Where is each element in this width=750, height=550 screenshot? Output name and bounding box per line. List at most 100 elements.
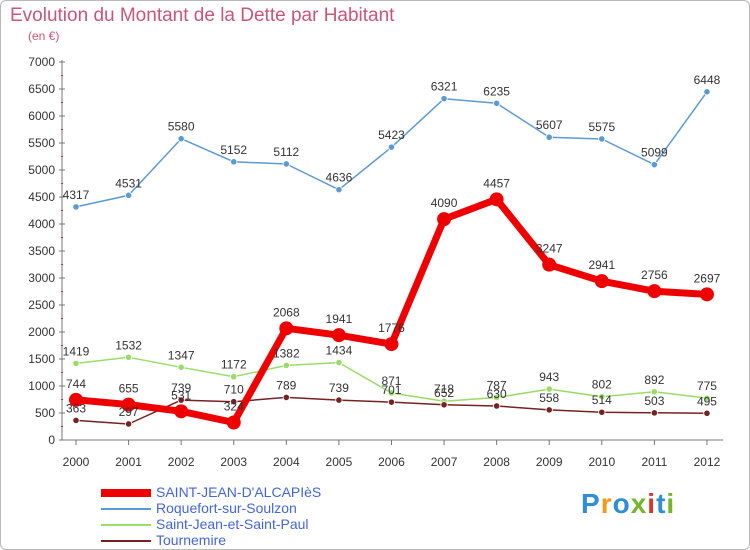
- y-tick-label: 1000: [28, 379, 55, 393]
- data-label: 718: [434, 382, 454, 396]
- y-tick-label: 4500: [28, 190, 55, 204]
- y-tick-label: 6000: [28, 109, 55, 123]
- y-tick-label: 2500: [28, 298, 55, 312]
- data-point: [493, 99, 501, 107]
- data-label: 6321: [431, 80, 458, 94]
- data-label: 5099: [641, 146, 668, 160]
- data-point: [69, 392, 83, 407]
- data-label: 5423: [378, 128, 405, 142]
- x-tick-label: 2005: [326, 455, 353, 469]
- data-point: [598, 408, 606, 416]
- data-point: [437, 212, 452, 227]
- data-point: [493, 402, 501, 410]
- data-label: 495: [697, 394, 717, 408]
- x-tick-label: 2008: [483, 455, 510, 469]
- data-point: [177, 135, 185, 143]
- y-tick-label: 6500: [28, 82, 55, 96]
- x-tick-label: 2012: [694, 455, 721, 469]
- data-label: 1382: [273, 346, 300, 360]
- data-point: [279, 321, 294, 336]
- data-point: [331, 328, 346, 343]
- y-tick-label: 2000: [28, 325, 55, 339]
- data-point: [226, 415, 241, 430]
- data-label: 4317: [63, 188, 90, 202]
- data-label: 363: [66, 401, 86, 415]
- y-tick-label: 5500: [28, 136, 55, 150]
- data-point: [72, 359, 80, 367]
- data-label: 871: [381, 374, 401, 388]
- data-label: 652: [434, 386, 454, 400]
- data-label: 1419: [63, 344, 90, 358]
- data-label: 1434: [326, 344, 353, 358]
- data-label: 1532: [115, 338, 142, 352]
- data-label: 2756: [641, 268, 668, 282]
- data-point: [335, 396, 343, 404]
- data-point: [545, 385, 553, 393]
- x-tick-label: 2001: [115, 455, 142, 469]
- data-point: [384, 337, 399, 352]
- data-label: 1941: [326, 312, 353, 326]
- data-point: [703, 88, 711, 96]
- data-label: 6448: [694, 73, 721, 87]
- data-point: [387, 398, 396, 406]
- data-point: [440, 401, 448, 409]
- data-label: 5152: [220, 143, 247, 157]
- data-label: 558: [539, 391, 559, 405]
- data-label: 943: [539, 370, 559, 384]
- x-tick-label: 2011: [641, 455, 667, 469]
- data-point: [230, 398, 238, 406]
- data-point: [489, 192, 504, 207]
- data-point: [598, 135, 606, 143]
- x-tick-label: 2007: [431, 455, 458, 469]
- data-label: 4457: [483, 176, 510, 190]
- data-point: [703, 394, 711, 402]
- data-point: [177, 396, 185, 404]
- data-label: 744: [66, 377, 86, 391]
- data-point: [230, 158, 238, 166]
- y-tick-label: 4000: [28, 217, 55, 231]
- data-label: 3247: [536, 242, 563, 256]
- series-points: [69, 88, 714, 430]
- y-tick-label: 3500: [28, 244, 55, 258]
- data-label: 701: [381, 383, 401, 397]
- y-tick-label: 3000: [28, 271, 55, 285]
- legend-swatch: [101, 540, 151, 542]
- data-point: [124, 420, 133, 428]
- data-label: 630: [487, 387, 507, 401]
- data-label: 5112: [273, 145, 299, 159]
- y-tick-label: 500: [35, 406, 55, 420]
- legend-label: Saint-Jean-et-Saint-Paul: [156, 516, 309, 532]
- data-point: [174, 404, 189, 419]
- data-label: 5580: [168, 120, 195, 134]
- data-point: [647, 284, 662, 299]
- x-tick-label: 2004: [273, 455, 300, 469]
- data-point: [387, 143, 396, 151]
- chart-title: Evolution du Montant de la Dette par Hab…: [10, 5, 395, 26]
- y-tick-label: 1500: [28, 352, 55, 366]
- legend-swatch: [101, 524, 151, 526]
- data-label: 4090: [431, 196, 458, 210]
- data-label: 503: [644, 394, 664, 408]
- data-labels: 4317 4531 5580 5152 5112 4636 5423 6321 6235 5607…: [63, 73, 721, 419]
- data-point: [335, 186, 343, 194]
- data-point: [699, 287, 714, 302]
- data-label: 892: [644, 373, 664, 387]
- data-label: 655: [119, 382, 139, 396]
- data-label: 531: [171, 388, 191, 402]
- y-tick-label: 0: [48, 433, 55, 447]
- data-label: 6235: [483, 84, 510, 98]
- data-label: 5575: [588, 120, 615, 134]
- legend-label: Roquefort-sur-Soulzon: [156, 500, 297, 516]
- data-label: 5607: [536, 118, 563, 132]
- data-label: 2941: [588, 258, 615, 272]
- data-point: [282, 160, 290, 168]
- data-label: 2697: [694, 271, 721, 285]
- data-label: 739: [329, 381, 349, 395]
- data-point: [594, 274, 609, 289]
- x-tick-label: 2010: [588, 455, 615, 469]
- data-point: [282, 361, 290, 369]
- data-point: [387, 389, 396, 397]
- data-label: 1172: [221, 358, 247, 372]
